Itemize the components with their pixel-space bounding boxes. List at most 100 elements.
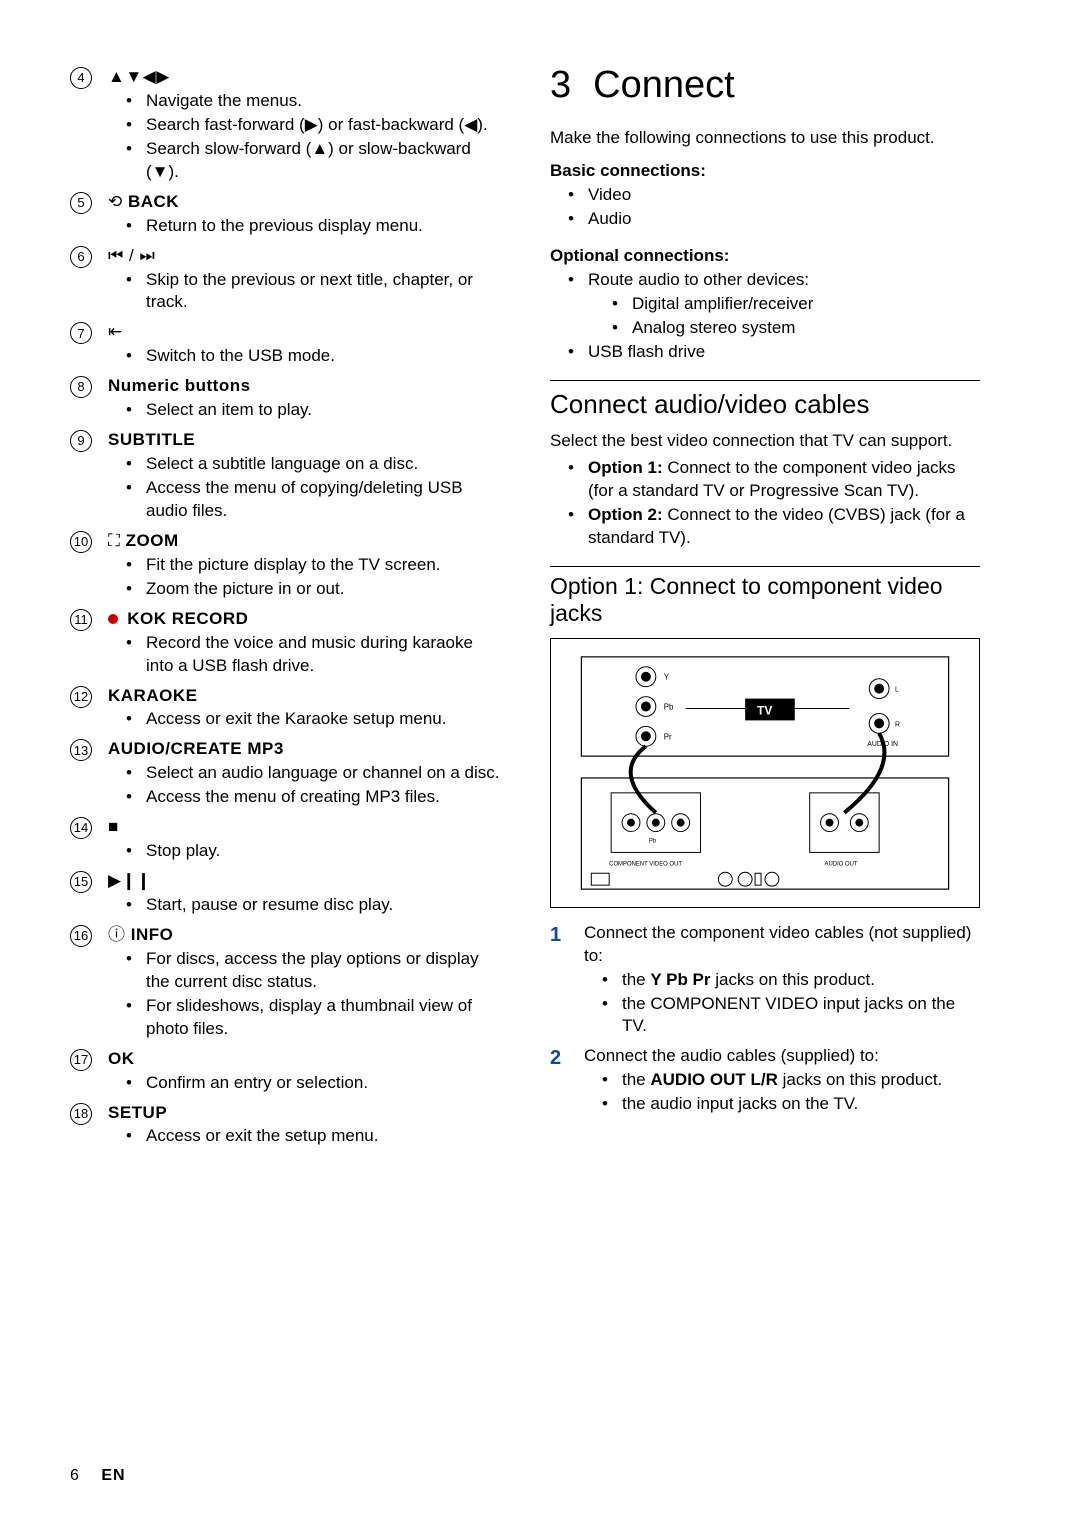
remote-button-item: 13 AUDIO/CREATE MP3Select an audio langua… (70, 738, 500, 810)
item-description: For discs, access the play options or di… (126, 948, 500, 994)
step-subitem: the AUDIO OUT L/R jacks on this product. (602, 1069, 980, 1092)
item-number-circle: 14 (70, 817, 92, 839)
item-icon: ⏮ / ⏭ (108, 246, 155, 265)
remote-button-item: 17 OKConfirm an entry or selection. (70, 1048, 500, 1096)
section-number: 3 (550, 64, 571, 106)
item-icon: ⓘ (108, 925, 126, 944)
step-number: 1 (550, 922, 584, 1040)
item-label: SETUP (108, 1102, 500, 1125)
item-description: Access the menu of copying/deleting USB … (126, 477, 500, 523)
item-label: KOK RECORD (108, 608, 500, 631)
step-number: 2 (550, 1045, 584, 1117)
item-number-circle: 17 (70, 1049, 92, 1071)
optional-connection-item: USB flash drive (568, 341, 980, 364)
svg-text:Pr: Pr (664, 732, 672, 741)
item-description-list: Return to the previous display menu. (108, 215, 500, 238)
remote-button-item: 18SETUPAccess or exit the setup menu. (70, 1102, 500, 1150)
basic-connections-list: VideoAudio (550, 184, 980, 231)
left-column: 4 ▲▼◀▶ Navigate the menus.Search fast-forw… (70, 60, 500, 1155)
remote-button-item: 16 ⓘ INFOFor discs, access the play optio… (70, 924, 500, 1042)
right-column: 3Connect Make the following connections … (550, 60, 980, 1155)
item-description: Confirm an entry or selection. (126, 1072, 500, 1095)
video-option-item: Option 2: Connect to the video (CVBS) ja… (568, 504, 980, 550)
item-label: ▶❙❙ (108, 870, 500, 893)
item-description-list: Select an audio language or channel on a… (108, 762, 500, 809)
svg-text:Pb: Pb (664, 702, 674, 711)
item-number-circle: 6 (70, 246, 92, 268)
item-description-list: Select a subtitle language on a disc.Acc… (108, 453, 500, 523)
svg-text:TV: TV (757, 703, 772, 717)
svg-text:Pb: Pb (649, 838, 657, 844)
connection-step: 2Connect the audio cables (supplied) to:… (550, 1045, 980, 1117)
item-number-circle: 11 (70, 609, 92, 631)
optional-connection-item: Route audio to other devices:Digital amp… (568, 269, 980, 340)
item-description-list: Start, pause or resume disc play. (108, 894, 500, 917)
step-text: Connect the audio cables (supplied) to: (584, 1045, 980, 1068)
item-label: KARAOKE (108, 685, 500, 708)
basic-connection-item: Video (568, 184, 980, 207)
option1-heading: Option 1: Connect to component video jac… (550, 573, 980, 628)
connection-step: 1Connect the component video cables (not… (550, 922, 980, 1040)
item-description: Stop play. (126, 840, 500, 863)
page-number: 6 (70, 1467, 79, 1484)
item-description-list: Fit the picture display to the TV screen… (108, 554, 500, 601)
remote-button-item: 8Numeric buttonsSelect an item to play. (70, 375, 500, 423)
subsection-heading: Connect audio/video cables (550, 387, 980, 422)
section-title: Connect (593, 64, 735, 106)
item-description-list: Access or exit the Karaoke setup menu. (108, 708, 500, 731)
item-number-circle: 4 (70, 67, 92, 89)
step-subitem: the audio input jacks on the TV. (602, 1093, 980, 1116)
item-label: ■ (108, 816, 500, 839)
optional-connections-heading: Optional connections: (550, 245, 980, 268)
item-label: ⓘ INFO (108, 924, 500, 947)
item-icon: ▶❙❙ (108, 871, 151, 890)
basic-connections-heading: Basic connections: (550, 160, 980, 183)
item-description-list: Confirm an entry or selection. (108, 1072, 500, 1095)
item-label: ⛶ ZOOM (108, 530, 500, 553)
video-option-item: Option 1: Connect to the component video… (568, 457, 980, 503)
item-number-circle: 13 (70, 739, 92, 761)
item-label: ▲▼◀▶ (108, 66, 500, 89)
basic-connection-item: Audio (568, 208, 980, 231)
item-label: OK (108, 1048, 500, 1071)
subsection-intro: Select the best video connection that TV… (550, 430, 980, 453)
item-icon: ▲▼◀▶ (108, 67, 170, 86)
item-description: Access or exit the Karaoke setup menu. (126, 708, 500, 731)
item-description-list: Record the voice and music during karaok… (108, 632, 500, 678)
item-description: Select a subtitle language on a disc. (126, 453, 500, 476)
page-footer: 6 EN (70, 1465, 126, 1487)
remote-button-item: 14 ■ Stop play. (70, 816, 500, 864)
item-number-circle: 8 (70, 376, 92, 398)
section-heading: 3 Connect (550, 60, 980, 111)
item-label: AUDIO/CREATE MP3 (108, 738, 500, 761)
item-description: Select an audio language or channel on a… (126, 762, 500, 785)
remote-button-item: 11 KOK RECORDRecord the voice and music … (70, 608, 500, 679)
item-icon: ⟲ (108, 192, 123, 211)
remote-button-item: 4 ▲▼◀▶ Navigate the menus.Search fast-forw… (70, 66, 500, 185)
item-label: ⏮ / ⏭ (108, 245, 500, 268)
item-description: Start, pause or resume disc play. (126, 894, 500, 917)
svg-text:Y: Y (664, 672, 670, 681)
svg-text:AUDIO OUT: AUDIO OUT (825, 861, 858, 867)
optional-connection-subitem: Analog stereo system (612, 317, 980, 340)
item-icon: ■ (108, 817, 119, 836)
item-number-circle: 15 (70, 871, 92, 893)
item-description-list: Skip to the previous or next title, chap… (108, 269, 500, 315)
divider (550, 566, 980, 567)
item-description: Switch to the USB mode. (126, 345, 500, 368)
connection-steps: 1Connect the component video cables (not… (550, 922, 980, 1118)
item-description: Search slow-forward (▲) or slow-backward… (126, 138, 500, 184)
step-sublist: the Y Pb Pr jacks on this product.the CO… (584, 969, 980, 1039)
remote-button-item: 9SUBTITLESelect a subtitle language on a… (70, 429, 500, 524)
step-text: Connect the component video cables (not … (584, 922, 980, 968)
item-number-circle: 16 (70, 925, 92, 947)
item-description-list: Stop play. (108, 840, 500, 863)
item-number-circle: 5 (70, 192, 92, 214)
item-number-circle: 12 (70, 686, 92, 708)
step-sublist: the AUDIO OUT L/R jacks on this product.… (584, 1069, 980, 1116)
item-description-list: Navigate the menus.Search fast-forward (… (108, 90, 500, 184)
item-description-list: For discs, access the play options or di… (108, 948, 500, 1041)
item-description: Access the menu of creating MP3 files. (126, 786, 500, 809)
item-description: Return to the previous display menu. (126, 215, 500, 238)
remote-button-item: 6 ⏮ / ⏭ Skip to the previous or next title… (70, 245, 500, 316)
